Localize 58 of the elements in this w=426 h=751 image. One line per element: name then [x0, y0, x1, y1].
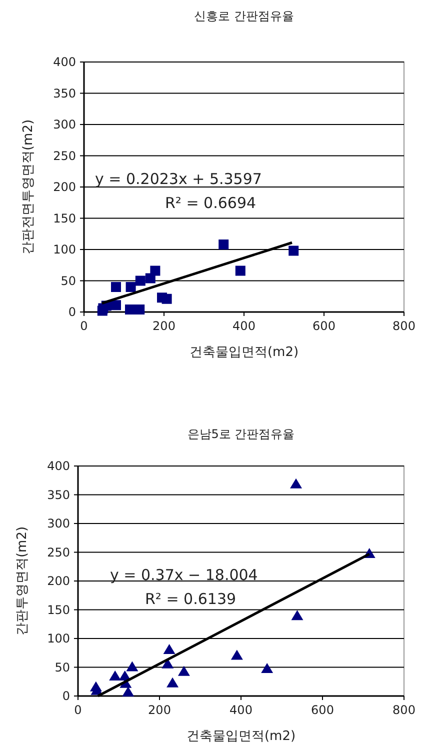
- x-tick-label: 800: [392, 319, 416, 333]
- x-axis-title: 건축물입면적(m2): [186, 729, 296, 744]
- x-axis-title: 건축물입면적(m2): [189, 345, 299, 360]
- annotation: y = 0.2023x + 5.3597: [95, 170, 262, 188]
- point: [109, 670, 122, 680]
- x-tick-label: 600: [312, 319, 336, 333]
- y-tick-label: 150: [53, 211, 76, 226]
- y-axis-title: 간판투영면적(m2): [15, 526, 30, 636]
- point: [111, 300, 121, 310]
- y-tick-label: 400: [47, 459, 70, 473]
- y-tick-label: 100: [53, 242, 76, 256]
- y-tick-label: 300: [47, 516, 70, 530]
- annotation: R² = 0.6694: [165, 194, 256, 212]
- x-tick-label: 0: [80, 319, 88, 333]
- y-tick-label: 100: [47, 632, 70, 646]
- point: [134, 304, 145, 314]
- y-tick-label: 400: [53, 55, 76, 69]
- point: [291, 610, 304, 620]
- y-tick-label: 150: [47, 602, 70, 617]
- y-axis-title: 간판전면투영면적(m2): [21, 119, 36, 255]
- point: [162, 294, 172, 304]
- point: [261, 662, 274, 673]
- y-tick-label: 200: [53, 180, 76, 194]
- chart-title: 신흥로 간판점유율: [194, 9, 294, 23]
- y-tick-label: 0: [62, 689, 70, 703]
- point: [163, 644, 176, 654]
- annotation: y = 0.37x − 18.004: [110, 566, 258, 584]
- point: [125, 304, 135, 314]
- point: [288, 246, 299, 256]
- x-tick-label: 800: [392, 703, 416, 717]
- y-tick-label: 250: [53, 148, 76, 163]
- y-tick-label: 350: [47, 488, 70, 502]
- x-tick-label: 200: [148, 703, 171, 717]
- annotation: R² = 0.6139: [145, 590, 236, 608]
- point: [150, 266, 160, 276]
- x-tick-label: 200: [152, 319, 176, 333]
- point: [126, 661, 138, 672]
- y-tick-label: 350: [53, 86, 76, 100]
- y-tick-label: 50: [60, 274, 76, 288]
- y-tick-label: 250: [47, 545, 70, 560]
- point: [122, 686, 134, 697]
- y-tick-label: 0: [68, 305, 76, 319]
- point: [166, 677, 179, 688]
- point: [218, 240, 229, 250]
- point: [235, 266, 246, 276]
- point: [111, 282, 121, 292]
- point: [126, 282, 136, 292]
- point: [230, 650, 243, 660]
- point: [135, 276, 146, 286]
- chart-title: 은남5로 간판점유율: [187, 427, 295, 441]
- y-tick-label: 50: [54, 660, 70, 674]
- y-tick-label: 200: [47, 574, 70, 588]
- y-tick-label: 300: [53, 118, 76, 132]
- point: [178, 666, 190, 676]
- x-tick-label: 400: [230, 703, 252, 717]
- point: [290, 478, 302, 488]
- x-tick-label: 600: [311, 703, 334, 717]
- x-tick-label: 400: [232, 319, 256, 333]
